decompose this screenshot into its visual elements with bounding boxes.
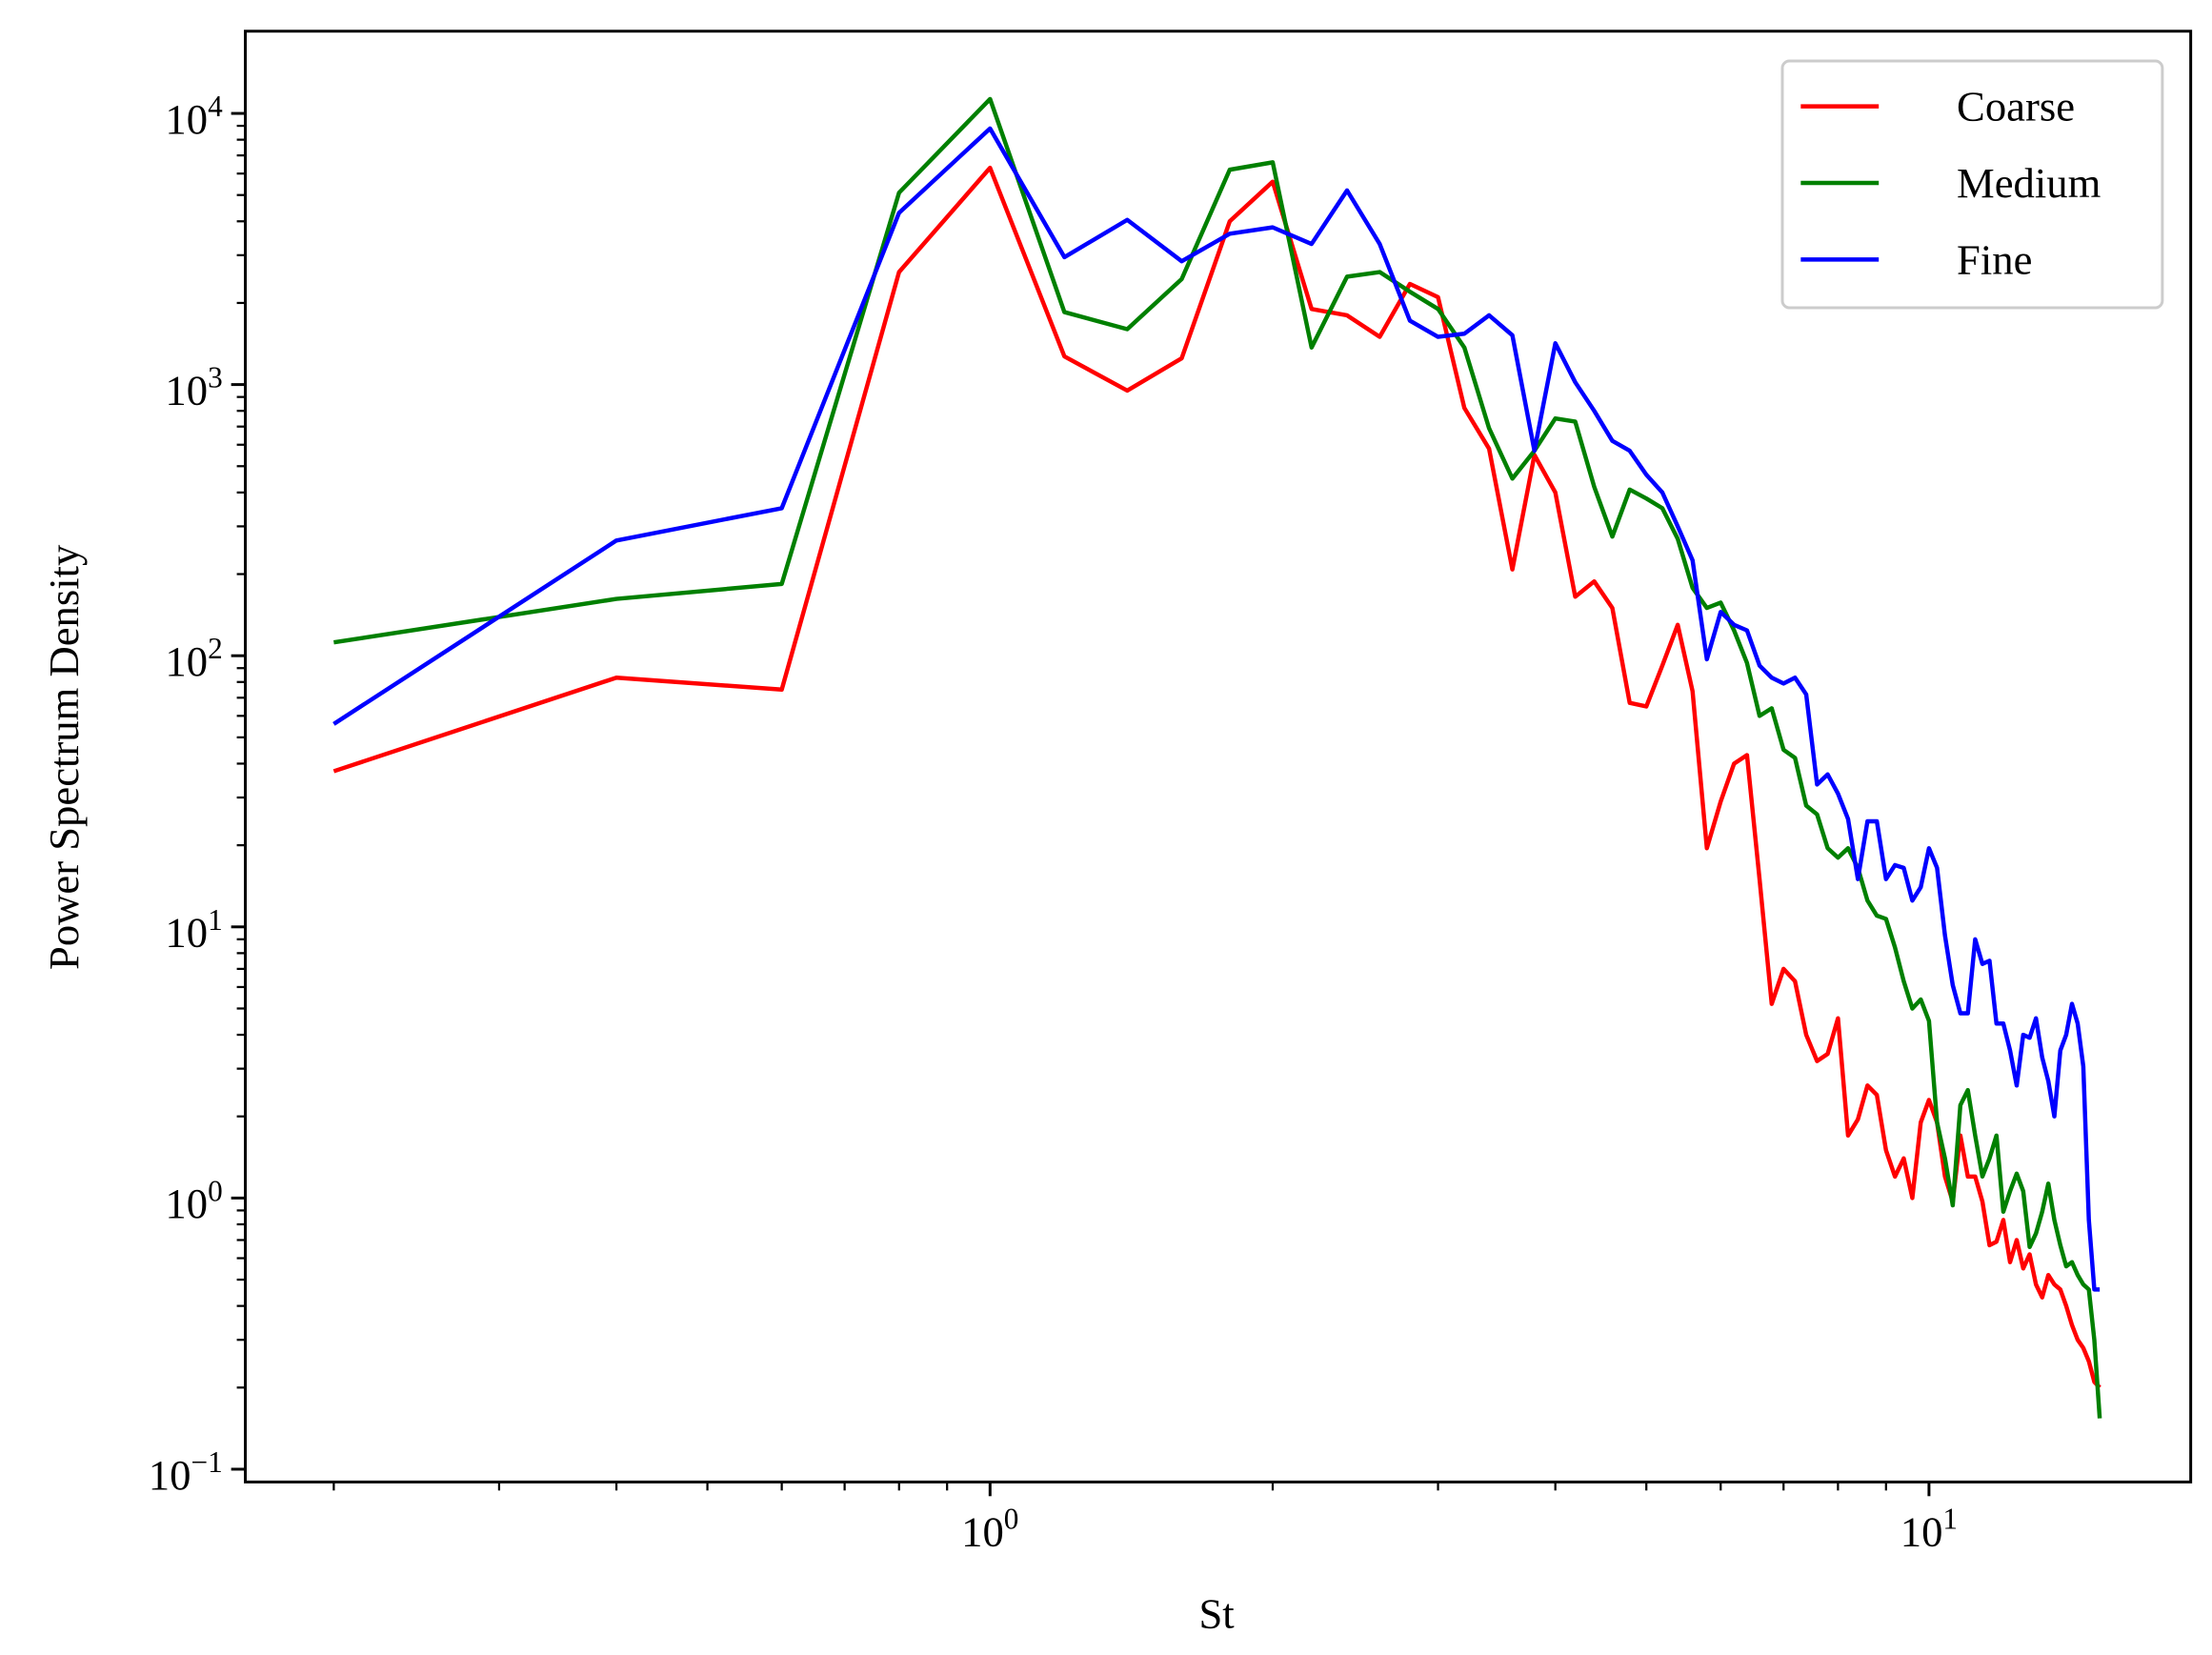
y-tick-label: 100: [165, 1174, 222, 1227]
y-tick-label: 10−1: [149, 1445, 223, 1499]
y-axis-label: Power Spectrum Density: [40, 544, 88, 970]
legend: Coarse Medium Fine: [1780, 59, 2164, 310]
x-axis-label: St: [1198, 1590, 1235, 1638]
x-tick-label: 101: [1900, 1503, 1958, 1556]
y-tick-label: 102: [165, 632, 222, 685]
series-line: [332, 126, 2101, 1292]
series-line: [332, 165, 2101, 1389]
legend-box: [1780, 59, 2164, 310]
legend-label: Fine: [1957, 235, 2032, 283]
x-tick-label: 100: [961, 1503, 1018, 1556]
legend-label: Coarse: [1957, 83, 2075, 131]
y-tick-label: 104: [165, 90, 223, 143]
y-tick-label: 101: [165, 903, 222, 957]
y-tick-label: 103: [165, 361, 222, 414]
axes-frame: [244, 30, 2193, 1483]
legend-label: Medium: [1957, 159, 2101, 207]
plot-area: [332, 96, 2102, 1419]
